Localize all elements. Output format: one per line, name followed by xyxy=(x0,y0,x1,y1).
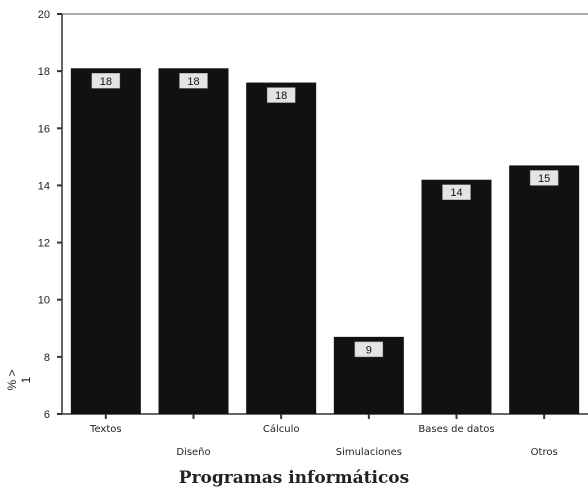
x-axis-title: Programas informáticos xyxy=(178,468,410,488)
y-tick-label: 20 xyxy=(38,9,50,21)
bar xyxy=(246,82,317,415)
data-label-box xyxy=(529,170,559,186)
y-tick-label: 8 xyxy=(44,352,50,364)
y-tick-label: 12 xyxy=(38,238,50,250)
data-label: 9 xyxy=(366,344,372,356)
data-label-box xyxy=(266,87,296,103)
y-tick-label: 16 xyxy=(38,123,50,135)
y-tick-label: 18 xyxy=(38,66,50,78)
bar xyxy=(509,165,580,414)
data-label-box xyxy=(179,73,208,89)
y-tick-label: 10 xyxy=(38,295,50,307)
x-category-label: Simulaciones xyxy=(336,447,402,458)
bar xyxy=(70,68,141,415)
x-category-label: Bases de datos xyxy=(418,424,494,435)
y-tick-label: 6 xyxy=(44,409,50,421)
bar xyxy=(421,179,492,414)
data-label-box xyxy=(91,73,121,89)
y-axis-label: % > 1 xyxy=(5,369,33,391)
x-category-label: Diseño xyxy=(176,447,210,458)
bar xyxy=(158,68,229,415)
data-label-box xyxy=(354,341,384,358)
data-label: 18 xyxy=(187,76,199,88)
data-label: 18 xyxy=(275,90,287,102)
y-tick-label: 14 xyxy=(38,180,50,192)
x-category-label: Otros xyxy=(531,447,558,458)
data-label: 18 xyxy=(100,76,112,88)
data-label: 15 xyxy=(538,173,550,185)
x-category-label: Textos xyxy=(89,424,122,435)
data-label: 14 xyxy=(450,187,462,199)
data-label-box xyxy=(442,184,471,200)
x-category-label: Cálculo xyxy=(263,423,300,435)
